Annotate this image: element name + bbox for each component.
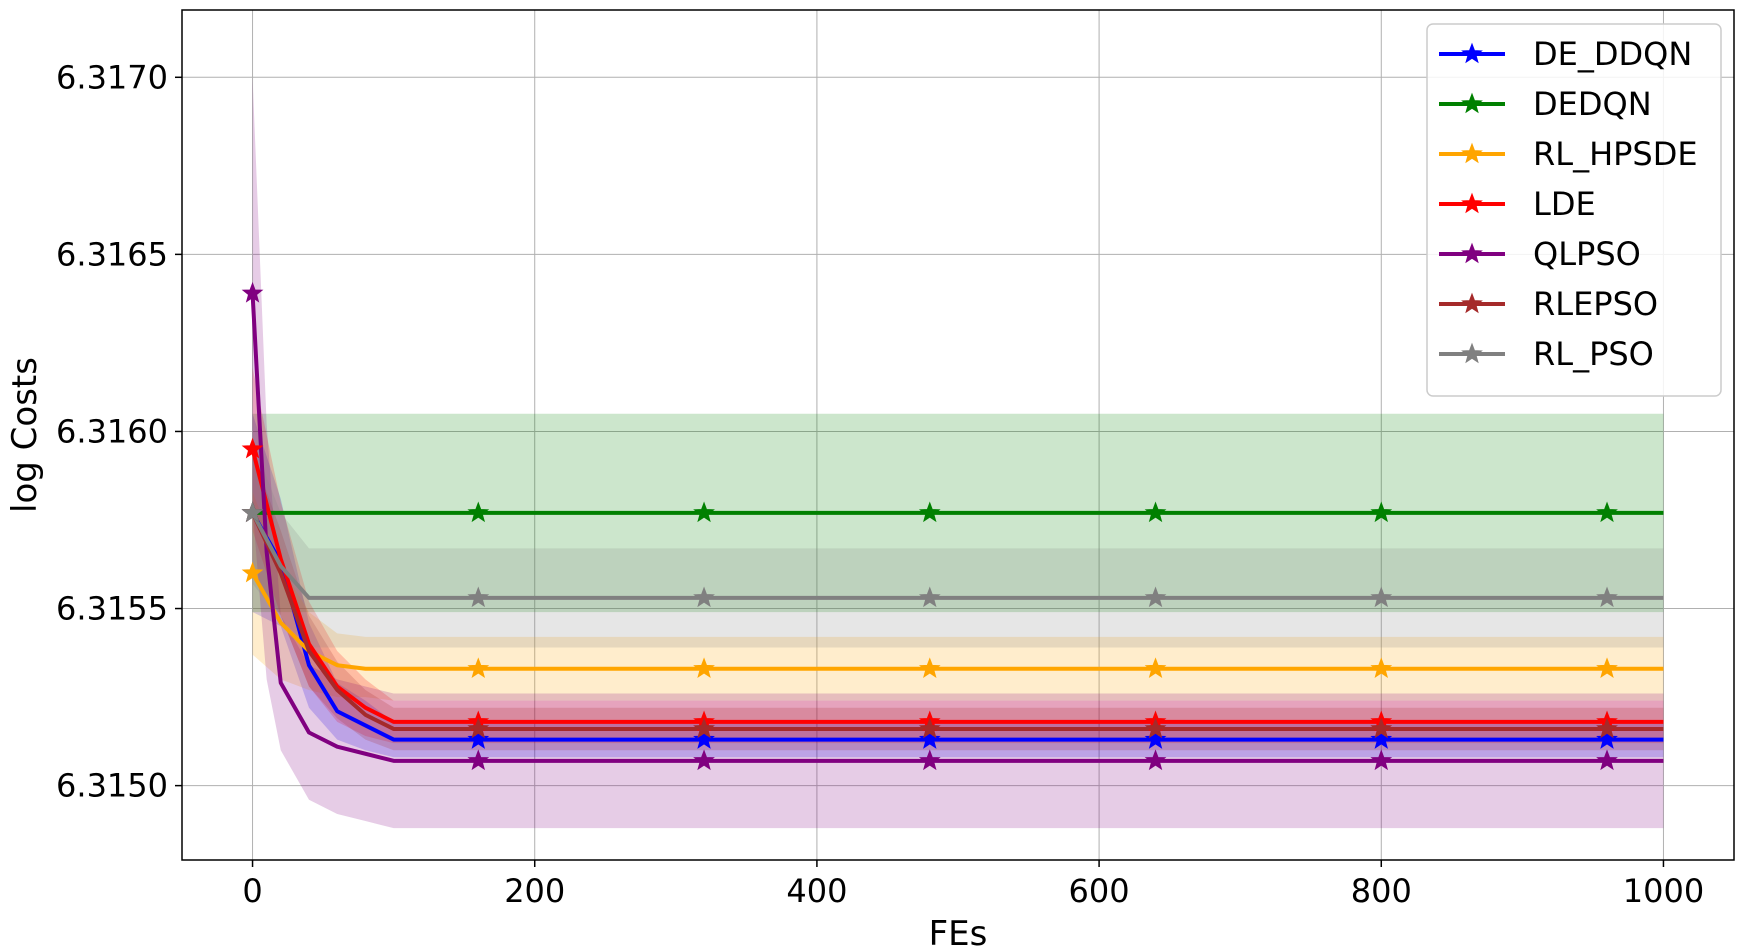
data-point: [241, 561, 264, 583]
data-point: [467, 717, 490, 739]
legend-marker: [1461, 92, 1483, 114]
data-point: [241, 501, 264, 523]
data-point: [1144, 657, 1167, 678]
confidence-band: [252, 367, 1664, 744]
data-point: [467, 657, 490, 678]
data-point: [918, 586, 941, 608]
data-point: [1596, 501, 1618, 523]
data-point: [1144, 586, 1167, 608]
y-tick-label: 6.3160: [56, 412, 168, 450]
data-point: [693, 717, 715, 739]
data-point: [1370, 501, 1393, 523]
data-point: [918, 657, 941, 678]
y-tick-label: 6.3150: [56, 767, 168, 805]
data-point: [1144, 728, 1167, 749]
y-tick-label: 6.3170: [56, 58, 168, 96]
data-point: [693, 657, 715, 678]
y-axis-ticks: 6.3150 6.3155 6.3160 6.3165 6.3170: [56, 58, 182, 805]
data-point: [467, 728, 490, 749]
x-tick-label: 400: [786, 872, 847, 910]
x-tick-label: 600: [1069, 872, 1130, 910]
y-axis-title: log Costs: [5, 357, 45, 513]
legend-marker: [1461, 292, 1483, 314]
legend-label: DEDQN: [1533, 85, 1652, 123]
data-point: [693, 749, 715, 771]
data-point: [918, 501, 941, 523]
y-tick-label: 6.3165: [56, 235, 168, 273]
data-point: [467, 749, 490, 771]
x-tick-label: 200: [504, 872, 565, 910]
legend-marker: [1461, 192, 1483, 214]
data-point: [467, 501, 490, 523]
data-point: [918, 717, 941, 739]
legend-marker: [1461, 242, 1483, 264]
legend-label: RL_PSO: [1533, 335, 1654, 373]
x-tick-label: 800: [1351, 872, 1412, 910]
data-point: [467, 586, 490, 608]
legend: DE_DDQN DEDQN RL_HPSDE LDE QLPSO RLEPSO RL_PSO: [1426, 23, 1722, 397]
y-tick-label: 6.3155: [56, 590, 168, 628]
data-point: [693, 501, 715, 523]
data-point: [1596, 749, 1618, 771]
data-point: [1370, 749, 1393, 771]
data-point: [1596, 586, 1618, 608]
legend-marker: [1461, 42, 1483, 64]
data-point: [241, 437, 264, 459]
x-axis-title: FEs: [929, 914, 988, 950]
legend-label: RLEPSO: [1533, 285, 1658, 323]
legend-label: LDE: [1533, 185, 1596, 223]
data-point: [1596, 728, 1618, 749]
data-point: [1370, 717, 1393, 739]
legend-marker: [1461, 342, 1483, 364]
legend-label: QLPSO: [1533, 235, 1641, 273]
data-point: [918, 749, 941, 771]
data-point: [693, 728, 715, 749]
data-point: [1144, 749, 1167, 771]
x-axis-ticks: 0 200 400 600 800 1000: [242, 860, 1704, 910]
plot-frame: [181, 9, 1735, 861]
data-point: [1370, 657, 1393, 678]
series-markers: [241, 281, 1618, 771]
data-point: [1144, 501, 1167, 523]
data-point: [1370, 728, 1393, 749]
x-tick-label: 0: [242, 872, 262, 910]
legend-label: DE_DDQN: [1533, 35, 1692, 73]
series-line: [250, 293, 1664, 763]
legend-label: RL_HPSDE: [1533, 135, 1698, 173]
data-point: [1596, 657, 1618, 678]
legend-marker: [1461, 142, 1483, 164]
confidence-band: [252, 77, 1664, 829]
data-point: [1596, 717, 1618, 739]
data-point: [918, 728, 941, 749]
data-point: [1144, 717, 1167, 739]
data-point: [1370, 586, 1393, 608]
x-tick-label: 1000: [1623, 872, 1704, 910]
data-point: [693, 586, 715, 608]
confidence-band: [252, 491, 1664, 701]
data-point: [241, 281, 264, 303]
